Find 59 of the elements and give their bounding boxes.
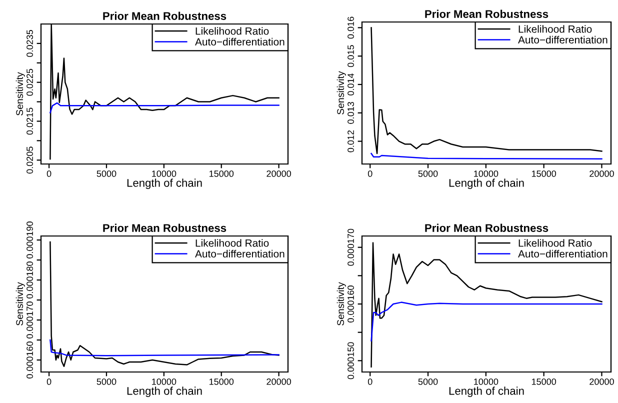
x-tick-label: 0 xyxy=(368,170,372,177)
line-series xyxy=(50,102,280,114)
x-axis-title: Length of chain xyxy=(449,386,524,398)
legend-label: Likelihood Ratio xyxy=(518,25,592,33)
x-tick-label: 5000 xyxy=(96,378,116,385)
legend-label: Auto−differentiation xyxy=(518,250,608,258)
x-tick-label: 0 xyxy=(46,378,52,385)
y-axis-title: Sensitivity xyxy=(16,72,25,116)
y-tick-label: 0.015 xyxy=(348,45,354,68)
x-tick-label: 0 xyxy=(46,170,52,177)
x-tick-label: 0 xyxy=(368,378,372,385)
x-axis-title: Length of chain xyxy=(449,178,524,190)
x-tick-label: 5000 xyxy=(418,170,438,177)
y-tick-label: 0.000170 xyxy=(26,302,33,338)
legend-label: Auto−differentiation xyxy=(195,250,284,258)
chart-title: Prior Mean Robustness xyxy=(425,10,548,18)
x-axis-title: Length of chain xyxy=(127,178,202,190)
x-tick-label: 10000 xyxy=(152,170,176,177)
x-tick-label: 15000 xyxy=(210,170,234,177)
x-tick-label: 10000 xyxy=(474,170,498,177)
chart-title: Prior Mean Robustness xyxy=(425,224,548,232)
x-tick-label: 10000 xyxy=(152,378,176,385)
x-tick-label: 15000 xyxy=(210,378,234,385)
x-tick-label: 20000 xyxy=(266,378,292,385)
x-axis-title: Length of chain xyxy=(127,386,202,398)
y-tick-label: 0.012 xyxy=(348,130,354,152)
x-tick-label: 15000 xyxy=(532,170,556,177)
y-tick-label: 0.000180 xyxy=(26,262,33,298)
y-axis-title: Sensitivity xyxy=(16,282,25,326)
y-tick-label: 0.0235 xyxy=(26,30,33,57)
y-tick-label: 0.000170 xyxy=(348,228,354,266)
x-tick-label: 10000 xyxy=(474,378,498,385)
line-series xyxy=(50,339,280,356)
x-tick-label: 20000 xyxy=(266,170,292,177)
x-tick-label: 5000 xyxy=(96,170,116,177)
legend-label: Likelihood Ratio xyxy=(518,239,592,247)
y-tick-label: 0.013 xyxy=(348,102,354,124)
chart-title: Prior Mean Robustness xyxy=(103,224,226,232)
y-tick-label: 0.016 xyxy=(348,16,354,39)
legend-label: Likelihood Ratio xyxy=(196,239,269,247)
x-tick-label: 5000 xyxy=(418,378,438,385)
legend-label: Likelihood Ratio xyxy=(196,27,269,35)
y-tick-label: 0.014 xyxy=(348,73,354,96)
line-series xyxy=(370,302,602,342)
y-tick-label: 0.0215 xyxy=(26,108,33,135)
x-tick-label: 20000 xyxy=(590,378,614,385)
y-tick-label: 0.000160 xyxy=(26,342,33,378)
chart-title: Prior Mean Robustness xyxy=(103,12,226,20)
y-tick-label: 0.0225 xyxy=(26,68,33,96)
x-tick-label: 20000 xyxy=(590,170,614,177)
y-tick-label: 0.0205 xyxy=(26,146,33,174)
legend-label: Auto−differentiation xyxy=(518,36,608,44)
x-tick-label: 15000 xyxy=(532,378,556,385)
y-tick-label: 0.000160 xyxy=(348,286,354,322)
y-tick-label: 0.000150 xyxy=(348,342,354,380)
legend-label: Auto−differentiation xyxy=(195,38,284,46)
y-axis-title: Sensitivity xyxy=(336,282,346,326)
y-tick-label: 0.000190 xyxy=(26,222,33,258)
y-axis-title: Sensitivity xyxy=(336,71,346,114)
